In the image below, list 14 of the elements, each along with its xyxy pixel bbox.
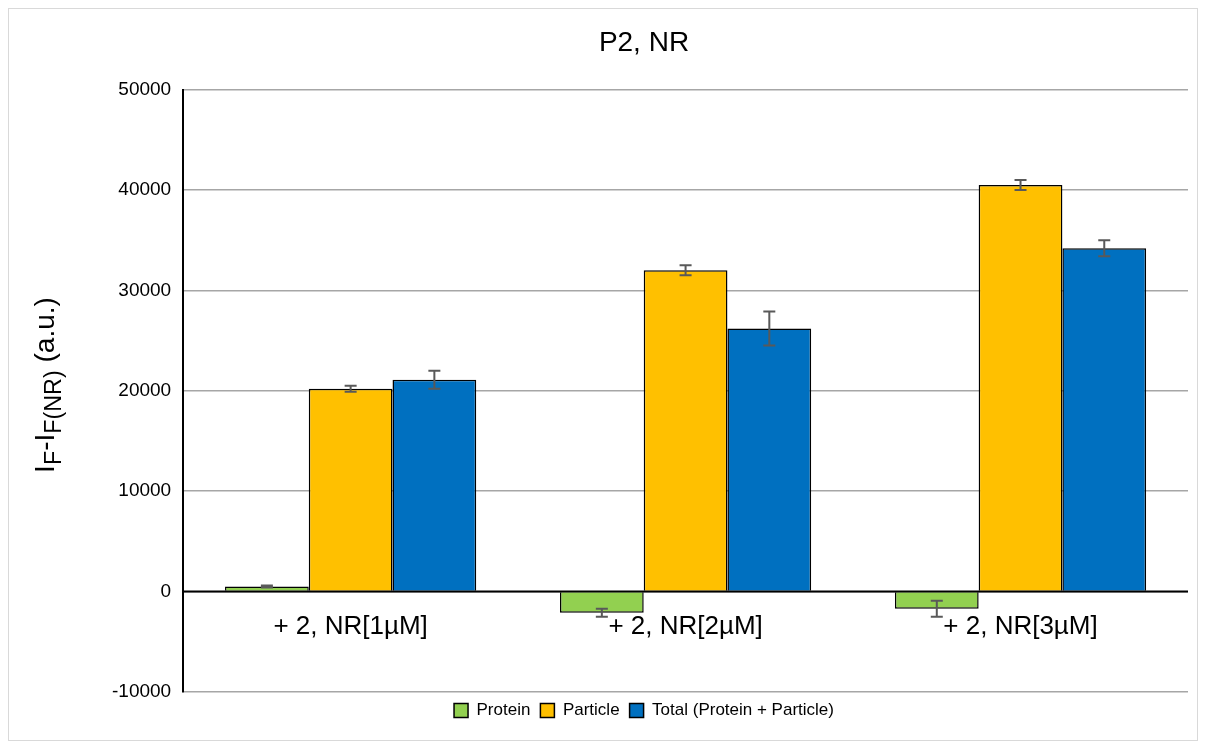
legend-label: Total (Protein + Particle) [652, 700, 834, 720]
chart-title: P2, NR [598, 25, 690, 57]
y-tick-label: 20000 [118, 379, 172, 401]
x-tick-label: + 2, NR[3µM] [943, 609, 1098, 640]
legend-label: Protein [476, 700, 531, 720]
y-tick-label: 10000 [118, 479, 172, 501]
y-tick-label: 0 [160, 579, 172, 601]
y-tick-label: 50000 [118, 77, 172, 99]
x-tick-label: + 2, NR[1µM] [273, 609, 428, 640]
y-tick-label: -10000 [111, 680, 172, 702]
legend-label: Particle [562, 700, 620, 720]
y-tick-label: 30000 [118, 278, 172, 300]
y-tick-label: 40000 [118, 178, 172, 200]
x-tick-label: + 2, NR[2µM] [608, 609, 763, 640]
